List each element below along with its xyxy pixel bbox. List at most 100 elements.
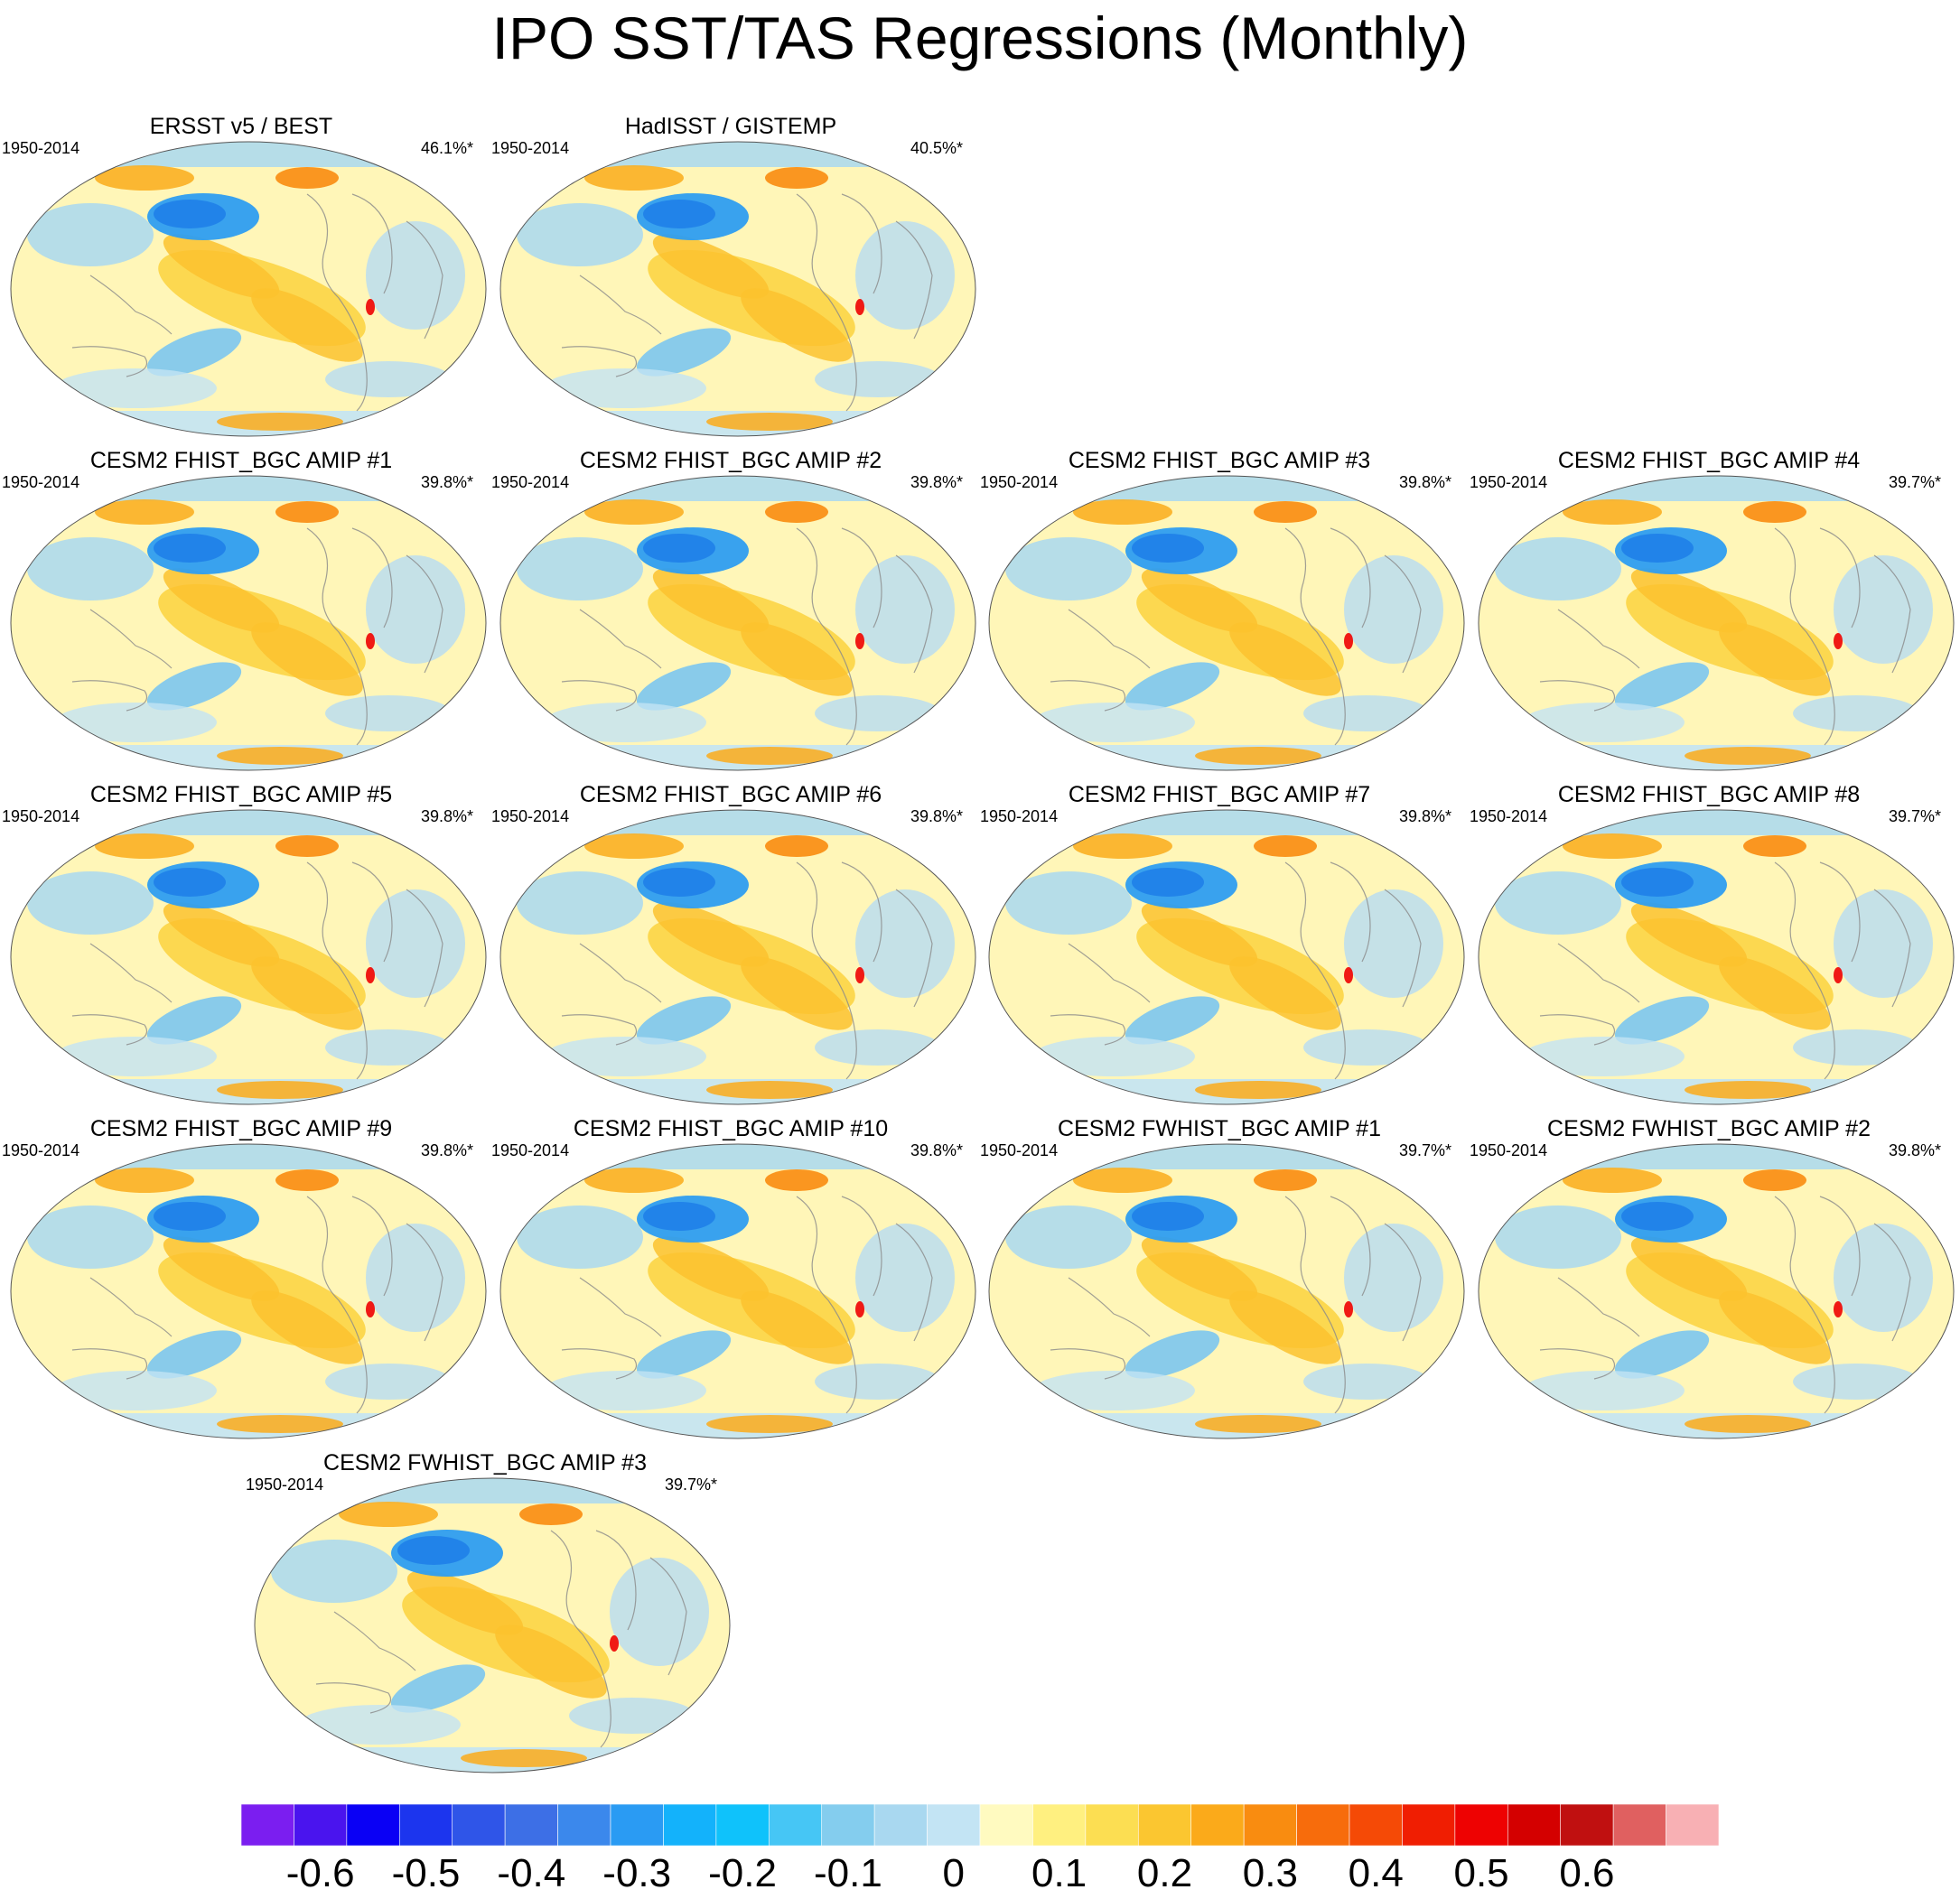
colorbar-label: 0.5: [1453, 1851, 1509, 1895]
coastline: [406, 1223, 443, 1342]
panel-title: HadISST / GISTEMP: [624, 114, 837, 139]
coastline: [89, 275, 173, 335]
coastline: [351, 193, 393, 294]
anomaly-patch: [1834, 633, 1843, 649]
coastline: [1284, 1196, 1346, 1414]
colorbar-box: [452, 1803, 506, 1847]
anomaly-patch: [217, 1081, 343, 1099]
map-panel: CESM2 FWHIST_BGC AMIP #2 1950-2014 39.8%*: [1468, 1115, 1955, 1439]
anomaly-patch: [163, 1236, 280, 1301]
anomaly-patch: [652, 1236, 770, 1301]
colorbar-box: [504, 1803, 558, 1847]
colorbar-label: 0.1: [1031, 1851, 1087, 1895]
anomaly-patch: [1125, 662, 1220, 711]
colorbar-label: -0.6: [285, 1851, 355, 1895]
map-panel: CESM2 FHIST_BGC AMIP #1 1950-2014 39.8%*: [0, 447, 487, 771]
anomaly-patch: [652, 568, 770, 633]
anomaly-patch: [1229, 1290, 1341, 1364]
anomaly-patch: [584, 833, 684, 859]
coastline: [1068, 609, 1151, 669]
coastline: [1774, 527, 1835, 746]
anomaly-patch: [544, 703, 706, 742]
panel-variance: 39.7%*: [664, 1475, 717, 1494]
anomaly-patch: [146, 996, 242, 1045]
anomaly-patch: [1229, 956, 1341, 1030]
anomaly-patch: [366, 1301, 375, 1317]
anomaly-patch: [517, 1205, 643, 1269]
regression-map: [1478, 475, 1955, 771]
map-panel: CESM2 FWHIST_BGC AMIP #3 1950-2014 39.7%*: [244, 1449, 731, 1773]
panel-variance: 39.8%*: [910, 473, 963, 491]
coastline: [796, 861, 857, 1080]
anomaly-patch: [1719, 956, 1831, 1030]
panel-years: 1950-2014: [491, 807, 570, 825]
panel-years: 1950-2014: [980, 807, 1059, 825]
map-panel: CESM2 FHIST_BGC AMIP #9 1950-2014 39.8%*: [0, 1115, 487, 1439]
anomaly-patch: [584, 165, 684, 191]
anomaly-patch: [1303, 1364, 1430, 1400]
colorbar-box: [715, 1803, 770, 1847]
anomaly-patch: [325, 1029, 452, 1066]
coastline: [579, 1277, 662, 1337]
anomaly-patch: [251, 622, 363, 696]
coastline: [649, 1557, 687, 1676]
coastline: [1539, 1348, 1616, 1380]
panel-variance: 46.1%*: [420, 139, 473, 157]
colorbar-box: [1560, 1803, 1614, 1847]
regression-map: [10, 1143, 487, 1439]
anomaly-patch: [366, 555, 465, 664]
anomaly-patch: [1032, 703, 1195, 742]
regression-map: [499, 141, 976, 437]
anomaly-patch: [1254, 1169, 1317, 1191]
anomaly-patch: [366, 221, 465, 330]
panel-years: 1950-2014: [246, 1475, 324, 1494]
colorbar-label: 0.4: [1348, 1851, 1404, 1895]
coastline: [895, 220, 933, 340]
anomaly-patch: [1563, 1168, 1662, 1193]
anomaly-patch: [1793, 1029, 1919, 1066]
anomaly-patch: [275, 501, 339, 523]
anomaly-patch: [1743, 501, 1806, 523]
panel-title: CESM2 FWHIST_BGC AMIP #3: [323, 1450, 647, 1475]
colorbar-label: 0.2: [1136, 1851, 1193, 1895]
colorbar-box: [1032, 1803, 1087, 1847]
anomaly-patch: [636, 1330, 732, 1379]
colorbar-box: [1612, 1803, 1666, 1847]
anomaly-patch: [517, 871, 643, 935]
anomaly-patch: [146, 328, 242, 377]
colorbar-label: -0.2: [708, 1851, 777, 1895]
anomaly-patch: [765, 835, 828, 857]
anomaly-patch: [741, 288, 853, 362]
panel-variance: 39.8%*: [420, 473, 473, 491]
map-outline: [10, 141, 487, 437]
coastline: [595, 1530, 637, 1631]
panel-years: 1950-2014: [980, 1141, 1059, 1159]
anomaly-patch: [1621, 1202, 1694, 1231]
panel-variance: 39.8%*: [910, 1141, 963, 1159]
colorbar-box: [1137, 1803, 1192, 1847]
panel-title: CESM2 FHIST_BGC AMIP #9: [89, 1116, 393, 1141]
anomaly-patch: [636, 996, 732, 1045]
anomaly-patch: [1563, 833, 1662, 859]
coastline: [1557, 1277, 1640, 1337]
anomaly-patch: [1495, 537, 1621, 600]
anomaly-patch: [544, 1371, 706, 1410]
anomaly-patch: [1685, 1081, 1811, 1099]
coastline: [561, 1348, 638, 1380]
coastline: [71, 346, 148, 377]
anomaly-patch: [815, 1364, 941, 1400]
anomaly-patch: [1195, 1415, 1321, 1433]
anomaly-patch: [1563, 499, 1662, 525]
panel-years: 1950-2014: [491, 473, 570, 491]
map-outline: [1478, 809, 1955, 1105]
anomaly-patch: [1743, 835, 1806, 857]
map-outline: [499, 1143, 976, 1439]
coastline: [841, 861, 882, 963]
anomaly-patch: [1032, 1371, 1195, 1410]
coastline: [550, 1530, 611, 1748]
panel-variance: 39.7%*: [1398, 1141, 1451, 1159]
coastline: [1068, 1277, 1151, 1337]
map-outline: [10, 809, 487, 1105]
anomaly-patch: [569, 1698, 695, 1734]
map-panel: CESM2 FHIST_BGC AMIP #5 1950-2014 39.8%*: [0, 781, 487, 1105]
